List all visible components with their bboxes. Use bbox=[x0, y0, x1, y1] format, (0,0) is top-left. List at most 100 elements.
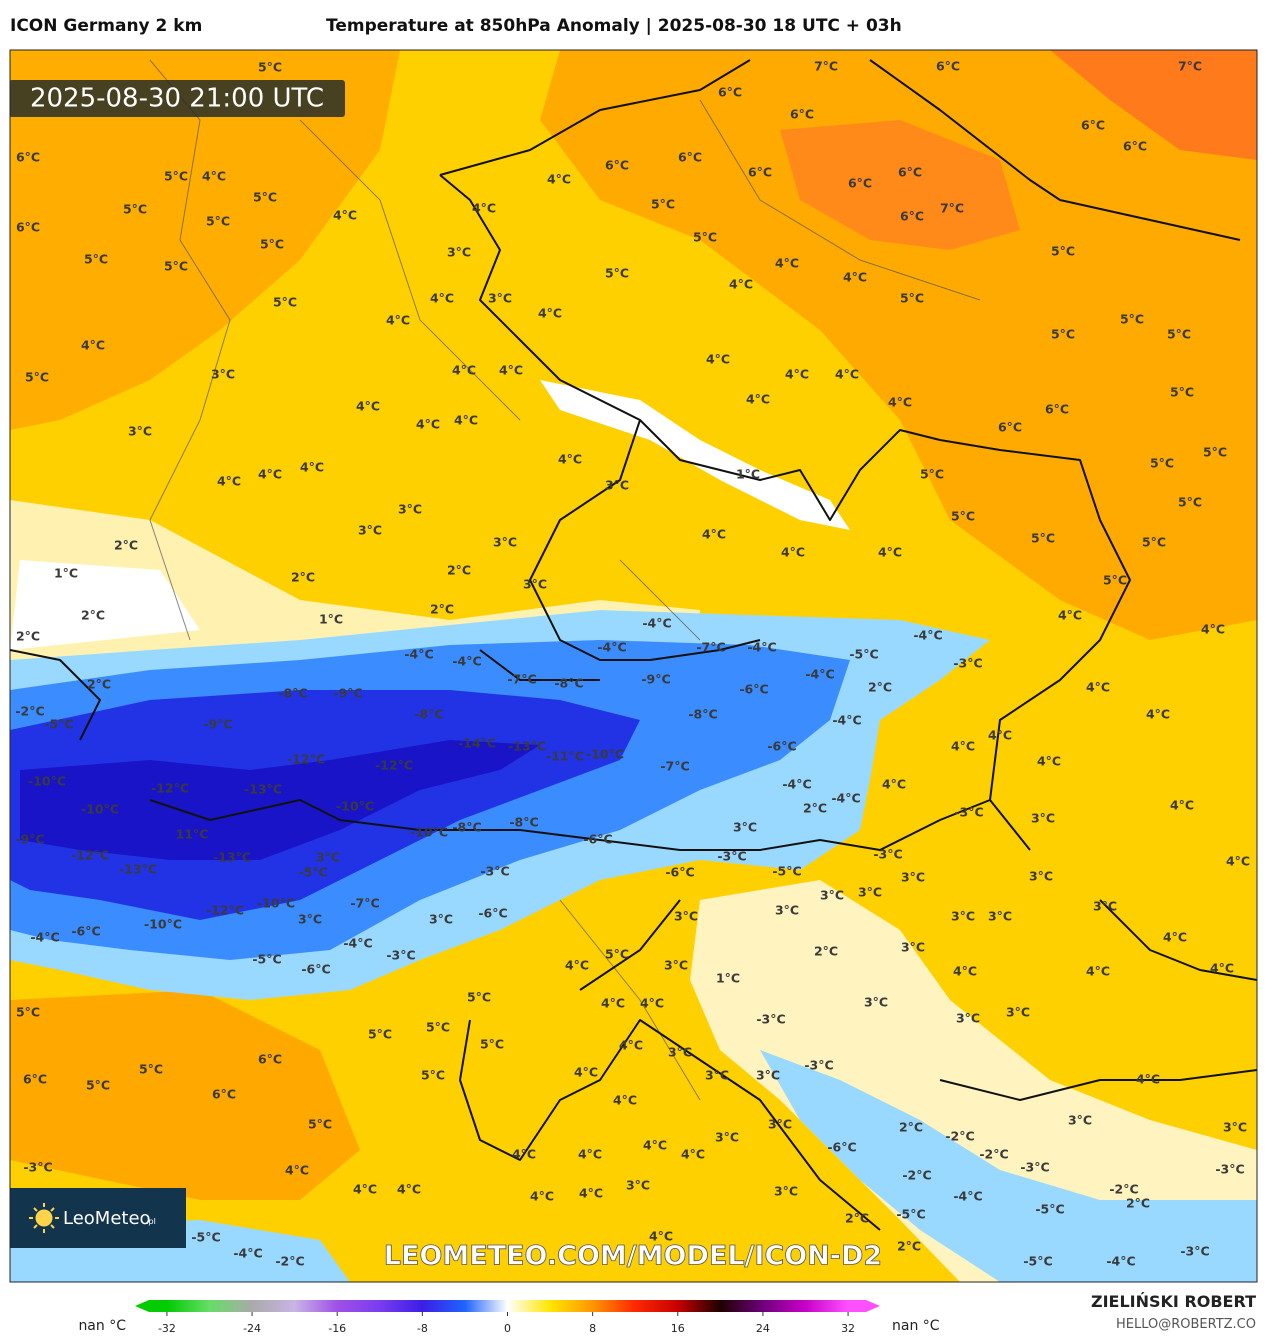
contour-label: 3°C bbox=[858, 885, 882, 900]
contour-label: 5°C bbox=[651, 197, 675, 212]
contour-label: -2°C bbox=[1109, 1182, 1138, 1197]
contour-label: 5°C bbox=[164, 259, 188, 274]
colorbar-tick-label: -32 bbox=[158, 1322, 176, 1335]
contour-label: 7°C bbox=[940, 201, 964, 216]
contour-label: 4°C bbox=[386, 313, 410, 328]
contour-label: -10°C bbox=[410, 825, 448, 840]
contour-label: 3°C bbox=[733, 820, 757, 835]
colorbar-tick-label: -24 bbox=[243, 1322, 261, 1335]
contour-label: 3°C bbox=[429, 912, 453, 927]
contour-label: 5°C bbox=[1103, 573, 1127, 588]
contour-label: 5°C bbox=[1051, 244, 1075, 259]
contour-label: -2°C bbox=[15, 704, 44, 719]
contour-label: -2°C bbox=[979, 1147, 1008, 1162]
contour-label: 3°C bbox=[1031, 811, 1055, 826]
contour-label: -11°C bbox=[546, 749, 584, 764]
contour-label: -4°C bbox=[1106, 1254, 1135, 1269]
contour-label: 2°C bbox=[845, 1211, 869, 1226]
contour-label: 2°C bbox=[814, 944, 838, 959]
contour-label: 4°C bbox=[878, 545, 902, 560]
contour-label: 3°C bbox=[1223, 1120, 1247, 1135]
contour-label: -7°C bbox=[696, 640, 725, 655]
contour-label: 4°C bbox=[578, 1147, 602, 1162]
nan-label-left: nan °C bbox=[78, 1318, 126, 1334]
contour-label: -4°C bbox=[831, 791, 860, 806]
contour-label: -13°C bbox=[119, 862, 157, 877]
colorbar: -32 -24 -16 -8 0 8 16 24 32 bbox=[135, 1300, 880, 1335]
contour-label: -10°C bbox=[28, 774, 66, 789]
contour-label: 3°C bbox=[358, 523, 382, 538]
colorbar-max-arrow bbox=[866, 1300, 880, 1312]
contour-label: 4°C bbox=[499, 363, 523, 378]
contour-label: 5°C bbox=[426, 1020, 450, 1035]
contour-label: -12°C bbox=[206, 903, 244, 918]
contour-label: 3°C bbox=[1093, 899, 1117, 914]
contour-label: -8°C bbox=[554, 676, 583, 691]
contour-label: 6°C bbox=[16, 150, 40, 165]
contour-label: -8°C bbox=[278, 686, 307, 701]
contour-label: -4°C bbox=[832, 713, 861, 728]
contour-label: 2°C bbox=[16, 629, 40, 644]
contour-label: 5°C bbox=[1178, 495, 1202, 510]
contour-label: 2°C bbox=[1126, 1196, 1150, 1211]
contour-label: -12°C bbox=[71, 848, 109, 863]
contour-label: 4°C bbox=[565, 958, 589, 973]
contour-label: 5°C bbox=[123, 202, 147, 217]
colorbar-tick-label: -8 bbox=[417, 1322, 428, 1335]
contour-label: 4°C bbox=[1210, 961, 1234, 976]
contour-label: -3°C bbox=[804, 1058, 833, 1073]
credit-author: ZIELIŃSKI ROBERT bbox=[1091, 1292, 1256, 1311]
contour-label: 3°C bbox=[774, 1184, 798, 1199]
contour-label: -5°C bbox=[849, 647, 878, 662]
contour-label: -3°C bbox=[23, 1160, 52, 1175]
contour-label: 3°C bbox=[705, 1068, 729, 1083]
contour-label: 3°C bbox=[715, 1130, 739, 1145]
contour-label: 4°C bbox=[882, 777, 906, 792]
contour-label: 4°C bbox=[558, 452, 582, 467]
contour-label: -6°C bbox=[767, 739, 796, 754]
contour-label: -5°C bbox=[1023, 1254, 1052, 1269]
contour-label: -4°C bbox=[642, 616, 671, 631]
contour-label: 1°C bbox=[736, 467, 760, 482]
contour-label: 4°C bbox=[706, 352, 730, 367]
logo-text: LeoMeteo bbox=[63, 1208, 151, 1229]
contour-label: 4°C bbox=[472, 201, 496, 216]
contour-label: 3°C bbox=[605, 478, 629, 493]
contour-label: 2°C bbox=[868, 680, 892, 695]
contour-label: 3°C bbox=[493, 535, 517, 550]
contour-label: -3°C bbox=[873, 847, 902, 862]
contour-labels: 5°C 6°C 5°C 4°C 5°C 5°C 4°C 5°C 6°C 5°C 5°C 5°C 5°C 4… bbox=[15, 59, 1250, 1269]
contour-label: 4°C bbox=[649, 1229, 673, 1244]
contour-label: 2°C bbox=[430, 602, 454, 617]
contour-label: -8°C bbox=[452, 820, 481, 835]
contour-label: 4°C bbox=[217, 474, 241, 489]
contour-label: 4°C bbox=[258, 467, 282, 482]
contour-label: -10°C bbox=[257, 896, 295, 911]
contour-label: -5°C bbox=[252, 952, 281, 967]
contour-label: 3°C bbox=[988, 909, 1012, 924]
contour-label: 4°C bbox=[574, 1065, 598, 1080]
contour-label: 5°C bbox=[86, 1078, 110, 1093]
contour-label: 2°C bbox=[81, 608, 105, 623]
contour-label: 6°C bbox=[23, 1072, 47, 1087]
contour-label: 4°C bbox=[619, 1038, 643, 1053]
contour-label: -7°C bbox=[507, 672, 536, 687]
contour-label: 4°C bbox=[416, 417, 440, 432]
contour-label: 4°C bbox=[601, 996, 625, 1011]
contour-label: -4°C bbox=[597, 640, 626, 655]
contour-label: 4°C bbox=[1086, 964, 1110, 979]
contour-label: 5°C bbox=[84, 252, 108, 267]
contour-label: 4°C bbox=[397, 1182, 421, 1197]
contour-label: 3°C bbox=[775, 903, 799, 918]
contour-label: 6°C bbox=[900, 209, 924, 224]
contour-label: 5°C bbox=[900, 291, 924, 306]
logo-sun bbox=[29, 1203, 59, 1233]
contour-label: 3°C bbox=[128, 424, 152, 439]
contour-label: 4°C bbox=[579, 1186, 603, 1201]
contour-label: -12°C bbox=[287, 752, 325, 767]
contour-label: -5°C bbox=[44, 717, 73, 732]
contour-label: 3°C bbox=[398, 502, 422, 517]
contour-label: -4°C bbox=[747, 640, 776, 655]
contour-label: 4°C bbox=[202, 169, 226, 184]
contour-label: 4°C bbox=[681, 1147, 705, 1162]
